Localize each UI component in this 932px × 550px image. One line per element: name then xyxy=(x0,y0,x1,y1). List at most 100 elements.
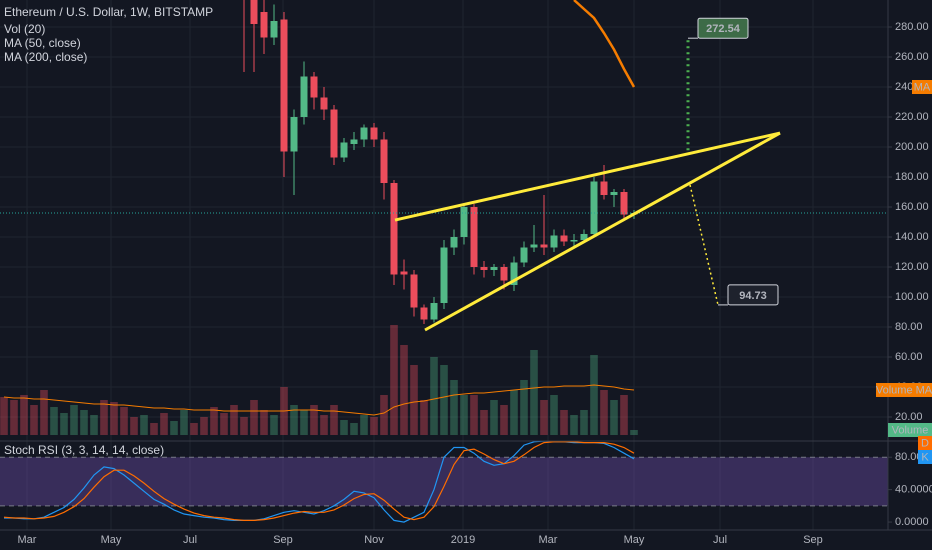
volume-bar xyxy=(510,390,518,435)
x-tick-label: Mar xyxy=(18,534,37,546)
volume-bar xyxy=(480,410,488,435)
axis-tag xyxy=(888,423,932,437)
legend-item: Vol (20) xyxy=(4,22,45,36)
volume-bar xyxy=(540,400,548,435)
candle-body xyxy=(510,262,518,285)
volume-bar xyxy=(140,415,148,435)
candle-body xyxy=(320,97,328,110)
x-tick-label: Sep xyxy=(803,534,823,546)
volume-bar xyxy=(60,413,68,435)
candle-body xyxy=(450,237,458,248)
x-tick-label: Jul xyxy=(713,534,727,546)
axis-tag-label: D xyxy=(921,437,929,449)
candle-body xyxy=(420,307,428,320)
x-tick-label: Nov xyxy=(364,534,384,546)
volume-bar xyxy=(620,395,628,435)
volume-bar xyxy=(50,407,58,435)
volume-bar xyxy=(220,413,228,435)
candle-body xyxy=(620,192,628,215)
volume-bar xyxy=(500,405,508,435)
price-pane: 272.54 94.73 xyxy=(0,0,888,435)
candle-body xyxy=(340,142,348,158)
volume-ma-line xyxy=(3,384,635,416)
volume-bar xyxy=(270,415,278,435)
volume-bar xyxy=(350,423,358,435)
volume-bar xyxy=(470,395,478,435)
candle-body xyxy=(440,247,448,303)
candle-body xyxy=(580,234,588,240)
projection-label: 94.73 xyxy=(739,290,767,302)
legend: Ethereum / U.S. Dollar, 1W, BITSTAMP Vol… xyxy=(4,5,213,457)
y-tick-label: 20.00 xyxy=(895,411,923,423)
y-tick-label: 60.00 xyxy=(895,351,923,363)
volume-bar xyxy=(210,407,218,435)
axis-tag-label: K xyxy=(921,451,929,463)
rsi-pane xyxy=(0,441,888,523)
volume-bar xyxy=(400,345,408,435)
x-tick-label: 2019 xyxy=(451,534,475,546)
volume-bar xyxy=(460,395,468,435)
volume-bar xyxy=(180,410,188,435)
volume-bar xyxy=(10,400,18,435)
volume-bar xyxy=(30,405,38,435)
volume-bar xyxy=(360,415,368,435)
axis-tag xyxy=(918,450,932,464)
candle-body xyxy=(310,76,318,98)
candle-body xyxy=(410,274,418,308)
legend-item: MA (200, close) xyxy=(4,50,87,64)
axis-tag-label: Volume xyxy=(892,424,929,436)
volume-bar xyxy=(320,415,328,435)
y-tick-label: 220.00 xyxy=(895,111,929,123)
candle-body xyxy=(590,181,598,234)
legend-item: MA (50, close) xyxy=(4,36,81,50)
volume-bar xyxy=(340,420,348,435)
chart-title: Ethereum / U.S. Dollar, 1W, BITSTAMP xyxy=(4,5,213,19)
y-tick-label: 0.0000 xyxy=(895,516,929,528)
candle-body xyxy=(350,139,358,144)
axes: Mar May Jul Sep Nov 2019 Mar May Jul Sep 20.00 40.0… xyxy=(18,21,932,546)
candle-body xyxy=(390,183,398,275)
candle-body xyxy=(500,267,508,281)
candle-body xyxy=(470,207,478,267)
y-tick-label: 100.00 xyxy=(895,291,929,303)
volume-bar xyxy=(390,325,398,435)
rsi-band xyxy=(0,457,888,506)
candle-body xyxy=(250,0,258,24)
candle-body xyxy=(560,235,568,242)
volume-bar xyxy=(0,397,8,435)
volume-bar xyxy=(410,365,418,435)
candle-body xyxy=(570,240,578,242)
volume-bar xyxy=(610,400,618,435)
y-tick-label: 180.00 xyxy=(895,171,929,183)
x-tick-label: May xyxy=(101,534,122,546)
y-tick-label: 280.00 xyxy=(895,21,929,33)
trendline xyxy=(394,131,781,222)
volume-bar xyxy=(240,417,248,435)
volume-bar xyxy=(530,350,538,435)
candle-body xyxy=(290,117,298,152)
volume-bar xyxy=(450,380,458,435)
y-tick-label: 260.00 xyxy=(895,51,929,63)
volume-bar xyxy=(550,395,558,435)
projection-box xyxy=(697,17,749,39)
candle-body xyxy=(400,271,408,275)
projection-line xyxy=(689,184,719,306)
volume-bar xyxy=(630,430,638,435)
volume-bar xyxy=(570,415,578,435)
volume-bar xyxy=(150,423,158,435)
volume-bar xyxy=(130,417,138,435)
volume-bar xyxy=(20,395,28,435)
volume-bar xyxy=(590,355,598,435)
ma-line xyxy=(573,0,636,88)
volume-bar xyxy=(200,417,208,435)
candle-body xyxy=(370,127,378,140)
volume-bar xyxy=(80,410,88,435)
volume-bar xyxy=(430,357,438,435)
volume-bar xyxy=(120,407,128,435)
volume-bar xyxy=(580,410,588,435)
volume-bar xyxy=(560,410,568,435)
y-tick-label: 160.00 xyxy=(895,201,929,213)
volume-bar xyxy=(420,400,428,435)
